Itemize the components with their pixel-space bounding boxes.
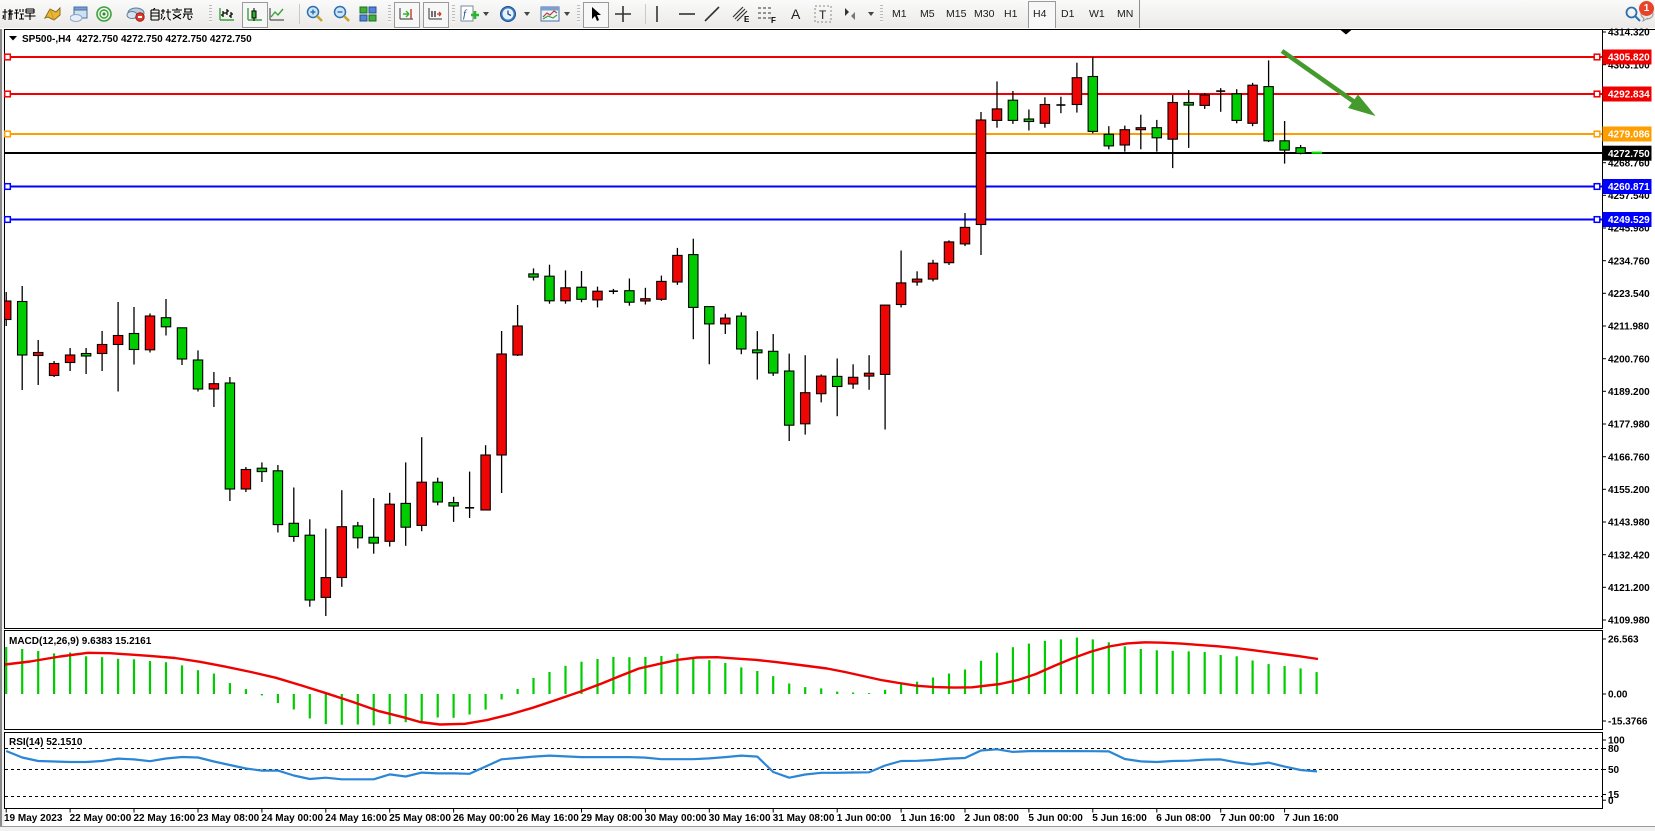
svg-text:24 May 16:00: 24 May 16:00 [325,813,387,824]
svg-text:5 Jun 16:00: 5 Jun 16:00 [1092,813,1147,824]
svg-text:24 May 00:00: 24 May 00:00 [261,813,323,824]
svg-text:19 May 2023: 19 May 2023 [4,813,63,824]
svg-text:MACD(12,26,9) 9.6383 15.2161: MACD(12,26,9) 9.6383 15.2161 [9,636,152,647]
svg-text:4166.760: 4166.760 [1608,452,1650,463]
svg-text:4292.834: 4292.834 [1608,90,1650,101]
svg-text:15: 15 [1608,790,1620,801]
svg-text:RSI(14) 52.1510: RSI(14) 52.1510 [9,737,83,748]
svg-text:80: 80 [1608,744,1620,755]
svg-text:4189.200: 4189.200 [1608,387,1650,398]
svg-text:30 May 16:00: 30 May 16:00 [709,813,771,824]
svg-text:SP500-,H4 4272.750 4272.750 4: SP500-,H4 4272.750 4272.750 4272.750 427… [22,34,252,45]
svg-text:4200.760: 4200.760 [1608,354,1650,365]
svg-text:5 Jun 00:00: 5 Jun 00:00 [1028,813,1083,824]
svg-text:4177.980: 4177.980 [1608,420,1650,431]
svg-text:7 Jun 00:00: 7 Jun 00:00 [1220,813,1275,824]
svg-text:22 May 00:00: 22 May 00:00 [70,813,132,824]
svg-text:4245.980: 4245.980 [1608,224,1650,235]
svg-text:25 May 08:00: 25 May 08:00 [389,813,451,824]
svg-text:4272.750: 4272.750 [1608,149,1650,160]
svg-text:4234.760: 4234.760 [1608,256,1650,267]
svg-text:23 May 08:00: 23 May 08:00 [198,813,260,824]
svg-text:4223.540: 4223.540 [1608,289,1650,300]
svg-text:4249.529: 4249.529 [1608,215,1650,226]
svg-text:22 May 16:00: 22 May 16:00 [134,813,196,824]
svg-text:4211.980: 4211.980 [1608,322,1650,333]
svg-text:4143.980: 4143.980 [1608,518,1650,529]
svg-text:26 May 00:00: 26 May 00:00 [453,813,515,824]
svg-text:4314.320: 4314.320 [1608,28,1650,39]
svg-text:4305.820: 4305.820 [1608,53,1650,64]
svg-text:4132.420: 4132.420 [1608,550,1650,561]
svg-text:50: 50 [1608,765,1620,776]
svg-text:4257.540: 4257.540 [1608,191,1650,202]
svg-text:29 May 08:00: 29 May 08:00 [581,813,643,824]
svg-text:4155.200: 4155.200 [1608,485,1650,496]
svg-text:4109.980: 4109.980 [1608,616,1650,627]
svg-text:26 May 16:00: 26 May 16:00 [517,813,579,824]
svg-text:2 Jun 08:00: 2 Jun 08:00 [965,813,1020,824]
svg-text:F: F [771,16,776,23]
svg-text:4279.086: 4279.086 [1608,130,1650,141]
svg-text:A: A [791,6,801,22]
svg-text:E: E [744,15,750,23]
svg-text:6 Jun 08:00: 6 Jun 08:00 [1156,813,1211,824]
svg-text:0.00: 0.00 [1608,690,1628,701]
svg-text:4260.871: 4260.871 [1608,182,1650,193]
svg-text:1 Jun 00:00: 1 Jun 00:00 [837,813,892,824]
svg-text:4303.100: 4303.100 [1608,60,1650,71]
svg-text:1 Jun 16:00: 1 Jun 16:00 [901,813,956,824]
svg-text:4121.200: 4121.200 [1608,583,1650,594]
svg-text:100: 100 [1608,736,1625,747]
svg-text:-15.3766: -15.3766 [1608,717,1648,728]
svg-text:30 May 00:00: 30 May 00:00 [645,813,707,824]
svg-text:26.563: 26.563 [1608,635,1639,646]
svg-text:7 Jun 16:00: 7 Jun 16:00 [1284,813,1339,824]
svg-text:f: f [463,8,468,20]
svg-text:4268.760: 4268.760 [1608,158,1650,169]
svg-text:0: 0 [1608,796,1614,807]
svg-text:31 May 08:00: 31 May 08:00 [773,813,835,824]
svg-text:T: T [819,8,827,22]
